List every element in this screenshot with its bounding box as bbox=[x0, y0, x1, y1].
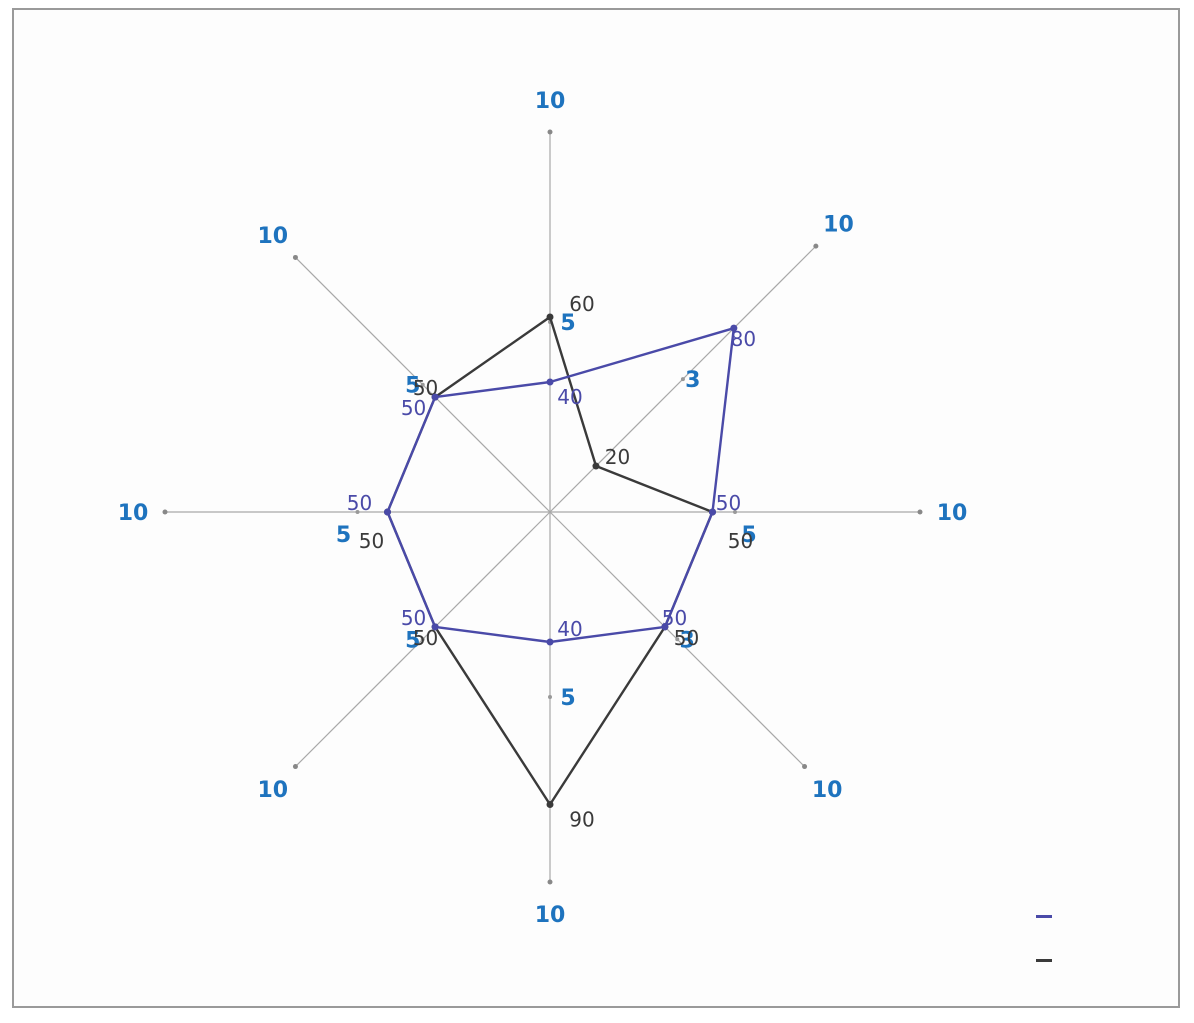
axis-mid-label-6: 5 bbox=[336, 523, 351, 548]
series-1-value-label-2: 50 bbox=[716, 491, 741, 515]
legend-swatch-black bbox=[1036, 959, 1052, 962]
axis-mid-label-3: 3 bbox=[680, 628, 695, 653]
axis-max-label-7: 10 bbox=[258, 224, 289, 249]
axis-end-dot-7 bbox=[292, 254, 298, 260]
axis-max-label-5: 10 bbox=[258, 778, 289, 803]
series-0-value-label-0: 60 bbox=[569, 292, 594, 316]
series-1-value-label-4: 40 bbox=[557, 617, 582, 641]
series-0-point-1 bbox=[592, 462, 600, 470]
series-1-line bbox=[386, 327, 735, 644]
series-0-value-label-3: 50 bbox=[674, 626, 699, 650]
legend-swatch-blue bbox=[1036, 915, 1052, 918]
series-0-point-0 bbox=[546, 313, 554, 321]
axis-end-dot-6 bbox=[162, 509, 168, 515]
axis-mid-label-7: 5 bbox=[405, 374, 420, 399]
series-0-value-label-4: 90 bbox=[569, 808, 594, 832]
axis-mid-label-1: 3 bbox=[685, 368, 700, 393]
axis-end-dot-5 bbox=[292, 764, 298, 770]
axis-mid-tick-2 bbox=[733, 510, 737, 514]
axis-end-dot-4 bbox=[547, 879, 553, 885]
axis-end-dot-1 bbox=[813, 243, 819, 249]
axis-mid-tick-4 bbox=[548, 695, 552, 699]
series-1-value-label-6: 50 bbox=[347, 491, 372, 515]
series-1-point-5 bbox=[431, 623, 439, 631]
axis-mid-label-2: 5 bbox=[741, 523, 756, 548]
series-1-point-0 bbox=[546, 378, 554, 386]
series-1-point-3 bbox=[661, 623, 669, 631]
axis-max-label-0: 10 bbox=[535, 89, 566, 114]
axis-mid-tick-1 bbox=[680, 377, 685, 382]
axis-end-dot-0 bbox=[547, 129, 553, 135]
series-1-point-1 bbox=[730, 324, 738, 332]
series-1-value-label-7: 50 bbox=[401, 396, 426, 420]
series-0-value-label-1: 20 bbox=[605, 445, 630, 469]
series-0-value-label-2: 50 bbox=[728, 529, 753, 553]
axis-mid-tick-3 bbox=[675, 637, 680, 642]
series-1-point-6 bbox=[384, 508, 391, 516]
legend-item-blue bbox=[1000, 895, 1170, 939]
legend bbox=[1000, 895, 1170, 995]
series-1-value-label-1: 80 bbox=[731, 327, 756, 351]
legend-item-black bbox=[1000, 939, 1170, 983]
axis-max-label-2: 10 bbox=[937, 501, 968, 526]
series-1-point-4 bbox=[546, 638, 554, 646]
axis-mid-label-4: 5 bbox=[560, 686, 575, 711]
series-0-value-label-6: 50 bbox=[359, 529, 384, 553]
axis-max-label-1: 10 bbox=[823, 213, 854, 238]
axis-mid-tick-7 bbox=[420, 382, 425, 387]
series-1-point-7 bbox=[431, 393, 439, 401]
axis-mid-label-5: 5 bbox=[405, 628, 420, 653]
axis-max-label-4: 10 bbox=[535, 903, 566, 928]
paper-sheet bbox=[12, 8, 1180, 1008]
axis-end-dot-2 bbox=[917, 509, 923, 515]
axis-mid-tick-6 bbox=[355, 510, 360, 514]
series-1-value-label-5: 50 bbox=[401, 606, 426, 630]
series-1-value-label-3: 50 bbox=[662, 606, 687, 630]
axis-end-dot-3 bbox=[802, 764, 808, 770]
series-0-point-4 bbox=[546, 801, 554, 808]
axis-mid-label-0: 5 bbox=[560, 311, 575, 336]
axis-mid-tick-5 bbox=[420, 637, 425, 642]
series-1-point-2 bbox=[709, 508, 716, 516]
axis-max-label-6: 10 bbox=[118, 501, 149, 526]
axis-max-label-3: 10 bbox=[812, 778, 843, 803]
series-1-value-label-0: 40 bbox=[557, 385, 582, 409]
